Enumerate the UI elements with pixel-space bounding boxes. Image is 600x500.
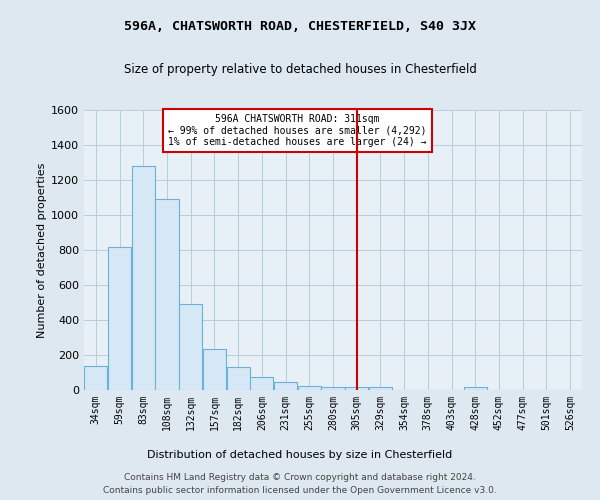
Bar: [369, 388, 392, 390]
Bar: [132, 166, 155, 390]
Text: 596A CHATSWORTH ROAD: 311sqm
← 99% of detached houses are smaller (4,292)
1% of : 596A CHATSWORTH ROAD: 311sqm ← 99% of de…: [168, 114, 427, 146]
Text: Size of property relative to detached houses in Chesterfield: Size of property relative to detached ho…: [124, 62, 476, 76]
Bar: [464, 388, 487, 390]
Bar: [345, 388, 368, 390]
Text: Distribution of detached houses by size in Chesterfield: Distribution of detached houses by size …: [148, 450, 452, 460]
Bar: [227, 367, 250, 390]
Bar: [155, 199, 179, 390]
Bar: [298, 386, 321, 390]
Bar: [250, 377, 274, 390]
Text: Contains HM Land Registry data © Crown copyright and database right 2024.: Contains HM Land Registry data © Crown c…: [124, 472, 476, 482]
Text: Contains public sector information licensed under the Open Government Licence v3: Contains public sector information licen…: [103, 486, 497, 495]
Bar: [179, 304, 202, 390]
Bar: [274, 382, 297, 390]
Text: 596A, CHATSWORTH ROAD, CHESTERFIELD, S40 3JX: 596A, CHATSWORTH ROAD, CHESTERFIELD, S40…: [124, 20, 476, 33]
Bar: [203, 349, 226, 390]
Bar: [85, 366, 107, 390]
Bar: [322, 388, 344, 390]
Bar: [108, 246, 131, 390]
Y-axis label: Number of detached properties: Number of detached properties: [37, 162, 47, 338]
